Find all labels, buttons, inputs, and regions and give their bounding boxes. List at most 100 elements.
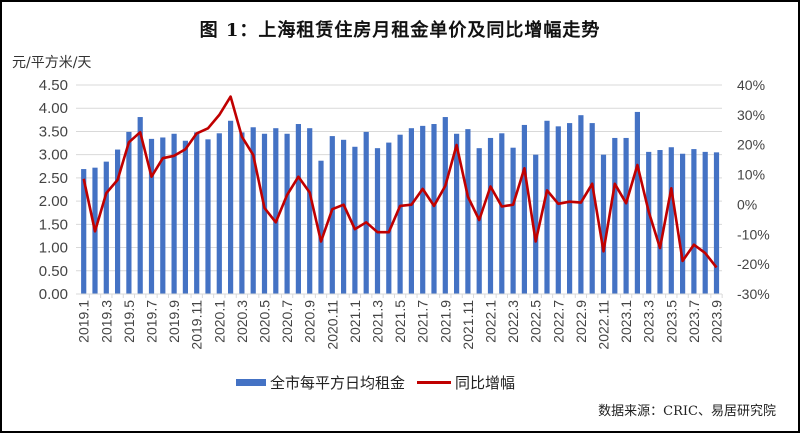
bar bbox=[680, 153, 686, 294]
bar bbox=[216, 133, 222, 294]
bar bbox=[307, 128, 313, 294]
bar bbox=[691, 149, 697, 294]
bar bbox=[510, 147, 516, 294]
x-axis-tick: 2020.11 bbox=[324, 300, 340, 350]
x-axis-tick: 2019.5 bbox=[121, 300, 137, 343]
bar bbox=[137, 117, 143, 295]
x-axis-tick: 2020.5 bbox=[257, 300, 273, 343]
x-axis-tick: 2022.7 bbox=[550, 300, 566, 343]
bar bbox=[408, 128, 414, 294]
left-axis-tick: 3.50 bbox=[39, 123, 68, 140]
bar bbox=[374, 148, 381, 294]
bar bbox=[521, 124, 527, 294]
x-axis-tick: 2019.7 bbox=[144, 300, 160, 343]
x-axis-tick: 2022.1 bbox=[483, 300, 499, 343]
bar bbox=[295, 124, 301, 294]
x-axis-tick: 2022.3 bbox=[505, 300, 521, 343]
data-source: 数据来源：CRIC、易居研究院 bbox=[598, 404, 776, 419]
bar bbox=[612, 137, 618, 294]
bar bbox=[284, 133, 290, 294]
x-axis-tick: 2022.11 bbox=[596, 300, 612, 350]
line-series bbox=[82, 95, 718, 269]
left-axis-tick: 1.00 bbox=[39, 240, 68, 257]
right-axis-tick: 10% bbox=[737, 167, 765, 183]
x-axis-tick: 2020.1 bbox=[211, 300, 227, 343]
bar bbox=[160, 137, 166, 294]
left-axis-tick: 2.50 bbox=[39, 170, 68, 187]
bar bbox=[487, 137, 494, 294]
bar bbox=[623, 137, 629, 294]
left-axis-tick: 2.00 bbox=[39, 193, 68, 210]
bar bbox=[589, 123, 595, 294]
bar bbox=[239, 132, 245, 294]
x-axis-tick: 2023.3 bbox=[641, 300, 657, 343]
bar bbox=[171, 133, 177, 294]
left-axis-tick: 0.00 bbox=[39, 286, 68, 303]
x-axis-tick: 2021.11 bbox=[460, 300, 476, 350]
bar bbox=[250, 127, 256, 295]
x-axis-tick: 2020.7 bbox=[279, 300, 295, 343]
x-axis-tick: 2023.7 bbox=[686, 300, 702, 343]
bar bbox=[533, 154, 539, 294]
bar bbox=[81, 169, 87, 294]
bar bbox=[668, 147, 674, 294]
bar bbox=[465, 129, 471, 294]
bar bbox=[499, 133, 505, 294]
bar bbox=[126, 131, 132, 294]
bar bbox=[148, 138, 155, 294]
bar bbox=[194, 132, 200, 294]
bar bbox=[205, 139, 211, 294]
right-axis-ticks: -30% -20% -10% 0% 10% 20% 30% 40% bbox=[737, 77, 770, 302]
legend-label-yoy: 同比增幅 bbox=[455, 374, 516, 392]
legend-item-rent: 全市每平方日均租金 bbox=[236, 372, 405, 393]
x-axis-tick: 2023.9 bbox=[709, 300, 725, 343]
line-swatch-icon bbox=[417, 381, 452, 384]
x-axis-tick: 2022.5 bbox=[528, 300, 544, 343]
bar-swatch-icon bbox=[236, 379, 266, 386]
bar bbox=[555, 126, 561, 294]
bar bbox=[397, 134, 403, 294]
bar bbox=[420, 125, 426, 294]
right-axis-tick: -10% bbox=[737, 226, 770, 242]
x-axis-tick: 2021.5 bbox=[392, 300, 408, 343]
x-axis-tick: 2020.3 bbox=[234, 300, 250, 343]
bar bbox=[182, 140, 188, 294]
x-axis-tick: 2021.7 bbox=[415, 300, 431, 343]
bar bbox=[115, 149, 121, 294]
right-axis-tick: 30% bbox=[737, 107, 765, 123]
bar bbox=[646, 151, 652, 294]
bar bbox=[363, 131, 369, 294]
x-axis-tick: 2022.9 bbox=[573, 300, 589, 343]
bar bbox=[318, 160, 324, 294]
x-axis-tick: 2021.1 bbox=[347, 300, 363, 343]
bar bbox=[454, 133, 460, 294]
bar bbox=[103, 161, 109, 294]
bar-series bbox=[81, 111, 720, 295]
bar bbox=[341, 139, 347, 294]
bar bbox=[442, 117, 448, 295]
left-axis-tick: 3.00 bbox=[39, 147, 68, 164]
left-axis-tick: 4.00 bbox=[39, 100, 68, 117]
x-axis-tick: 2019.3 bbox=[98, 300, 114, 343]
left-axis-ticks: 0.00 0.50 1.00 1.50 2.00 2.50 3.00 3.50 4.00 4.50 bbox=[39, 77, 68, 303]
x-axis-tick: 2023.1 bbox=[618, 300, 634, 343]
bar bbox=[702, 151, 708, 294]
bar bbox=[273, 128, 279, 294]
bar bbox=[228, 120, 234, 294]
left-axis-tick: 4.50 bbox=[39, 77, 68, 94]
bar bbox=[634, 111, 640, 294]
x-axis-tick: 2021.3 bbox=[370, 300, 386, 343]
x-axis-tick: 2019.9 bbox=[166, 300, 182, 343]
chart-title: 图 1：上海租赁住房月租金单价及同比增幅走势 bbox=[199, 20, 601, 41]
legend: 全市每平方日均租金 同比增幅 bbox=[236, 372, 515, 393]
left-axis-tick: 0.50 bbox=[39, 263, 68, 280]
x-axis: 2019.1 2019.3 2019.5 2019.7 2019.9 2019.11 202… bbox=[76, 293, 725, 350]
bar bbox=[544, 120, 550, 294]
x-axis-tick: 2020.9 bbox=[302, 300, 318, 343]
legend-item-yoy: 同比增幅 bbox=[417, 372, 515, 393]
x-axis-tick: 2021.9 bbox=[437, 300, 453, 343]
bar bbox=[386, 142, 392, 294]
legend-label-rent: 全市每平方日均租金 bbox=[270, 374, 406, 392]
left-axis-tick: 1.50 bbox=[39, 216, 68, 233]
